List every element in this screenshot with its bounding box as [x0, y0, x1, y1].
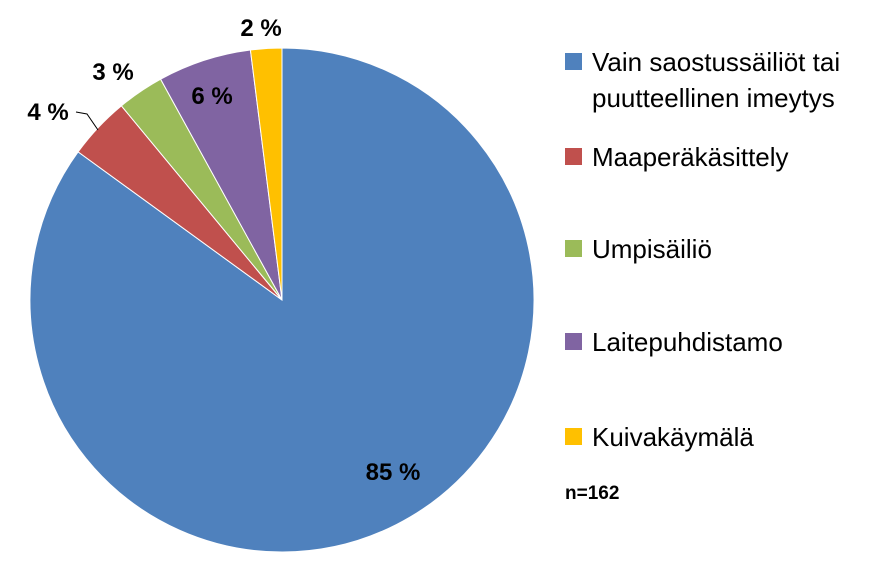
pie-slices	[29, 47, 535, 553]
legend-item-kuivakaymala: Kuivakäymälä	[565, 419, 754, 455]
legend-item-vain-saostussailiot: Vain saostussäiliöt tai puutteellinen im…	[565, 44, 840, 116]
legend-swatch	[565, 333, 582, 350]
sample-size-note: n=162	[565, 483, 620, 504]
legend-label: Vain saostussäiliöt tai puutteellinen im…	[592, 47, 841, 113]
data-label-umpisailio: 3 %	[92, 59, 133, 86]
legend-swatch	[565, 53, 582, 70]
pie-chart: 85 % 4 % 3 % 6 % 2 %	[27, 15, 535, 553]
legend-label: Laitepuhdistamo	[592, 327, 783, 357]
legend-swatch	[565, 240, 582, 257]
legend-item-laitepuhdistamo: Laitepuhdistamo	[565, 324, 783, 360]
pie-data-labels: 85 % 4 % 3 % 6 % 2 %	[27, 15, 420, 486]
data-label-kuivakaymala: 2 %	[240, 15, 281, 42]
data-label-maaperakasittely: 4 %	[27, 99, 68, 126]
legend-label: Kuivakäymälä	[592, 422, 754, 452]
leader-line	[75, 111, 99, 131]
legend-swatch	[565, 428, 582, 445]
legend-item-umpisailio: Umpisäiliö	[565, 231, 712, 267]
legend-label: Maaperäkäsittely	[592, 142, 789, 172]
data-label-vain-saostussailiot: 85 %	[366, 459, 421, 486]
data-label-laitepuhdistamo: 6 %	[191, 83, 232, 110]
slice-kuivakaymala	[249, 47, 283, 301]
legend-swatch	[565, 148, 582, 165]
legend-label: Umpisäiliö	[592, 234, 712, 264]
legend-item-maaperakasittely: Maaperäkäsittely	[565, 139, 789, 175]
